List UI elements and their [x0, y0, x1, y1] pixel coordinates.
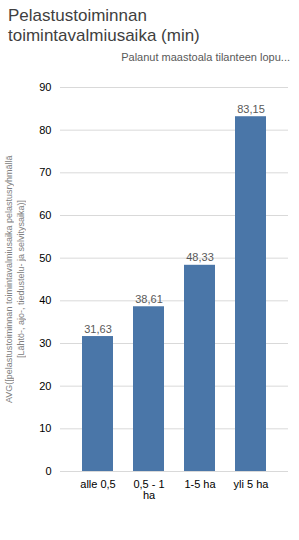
html-text:AVG([pelastustoiminnan toimint: AVG([pelastustoiminnan toimintavalmiusai…: [4, 155, 14, 403]
html-text:Pelastustoiminnan toimintavalm: Pelastustoiminnan toimintavalmiusaika (m…: [8, 6, 200, 46]
svg-text:alle 0,5: alle 0,5: [80, 478, 115, 490]
svg-text:0,5 - 1ha: 0,5 - 1ha: [133, 478, 164, 501]
svg-text:yli 5 ha: yli 5 ha: [234, 478, 270, 490]
svg-text:0: 0: [45, 465, 51, 477]
svg-text:40: 40: [39, 294, 51, 306]
svg-text:30: 30: [39, 337, 51, 349]
svg-text:83,15: 83,15: [237, 103, 265, 115]
svg-text:90: 90: [39, 81, 51, 93]
html-text:[Lähtö-, ajo-, tiedustelu- ja: [Lähtö-, ajo-, tiedustelu- ja selvitysai…: [16, 199, 26, 358]
svg-text:20: 20: [39, 379, 51, 391]
svg-text:50: 50: [39, 251, 51, 263]
svg-text:31,63: 31,63: [84, 322, 112, 334]
svg-text:1-5 ha: 1-5 ha: [184, 478, 216, 490]
svg-text:48,33: 48,33: [186, 251, 214, 263]
svg-text:80: 80: [39, 123, 51, 135]
svg-text:10: 10: [39, 422, 51, 434]
svg-text:38,61: 38,61: [135, 293, 163, 305]
svg-text:70: 70: [39, 166, 51, 178]
html-text:Palanut maastoala tilanteen lo: Palanut maastoala tilanteen lopu...: [121, 50, 290, 63]
svg-text:60: 60: [39, 209, 51, 221]
